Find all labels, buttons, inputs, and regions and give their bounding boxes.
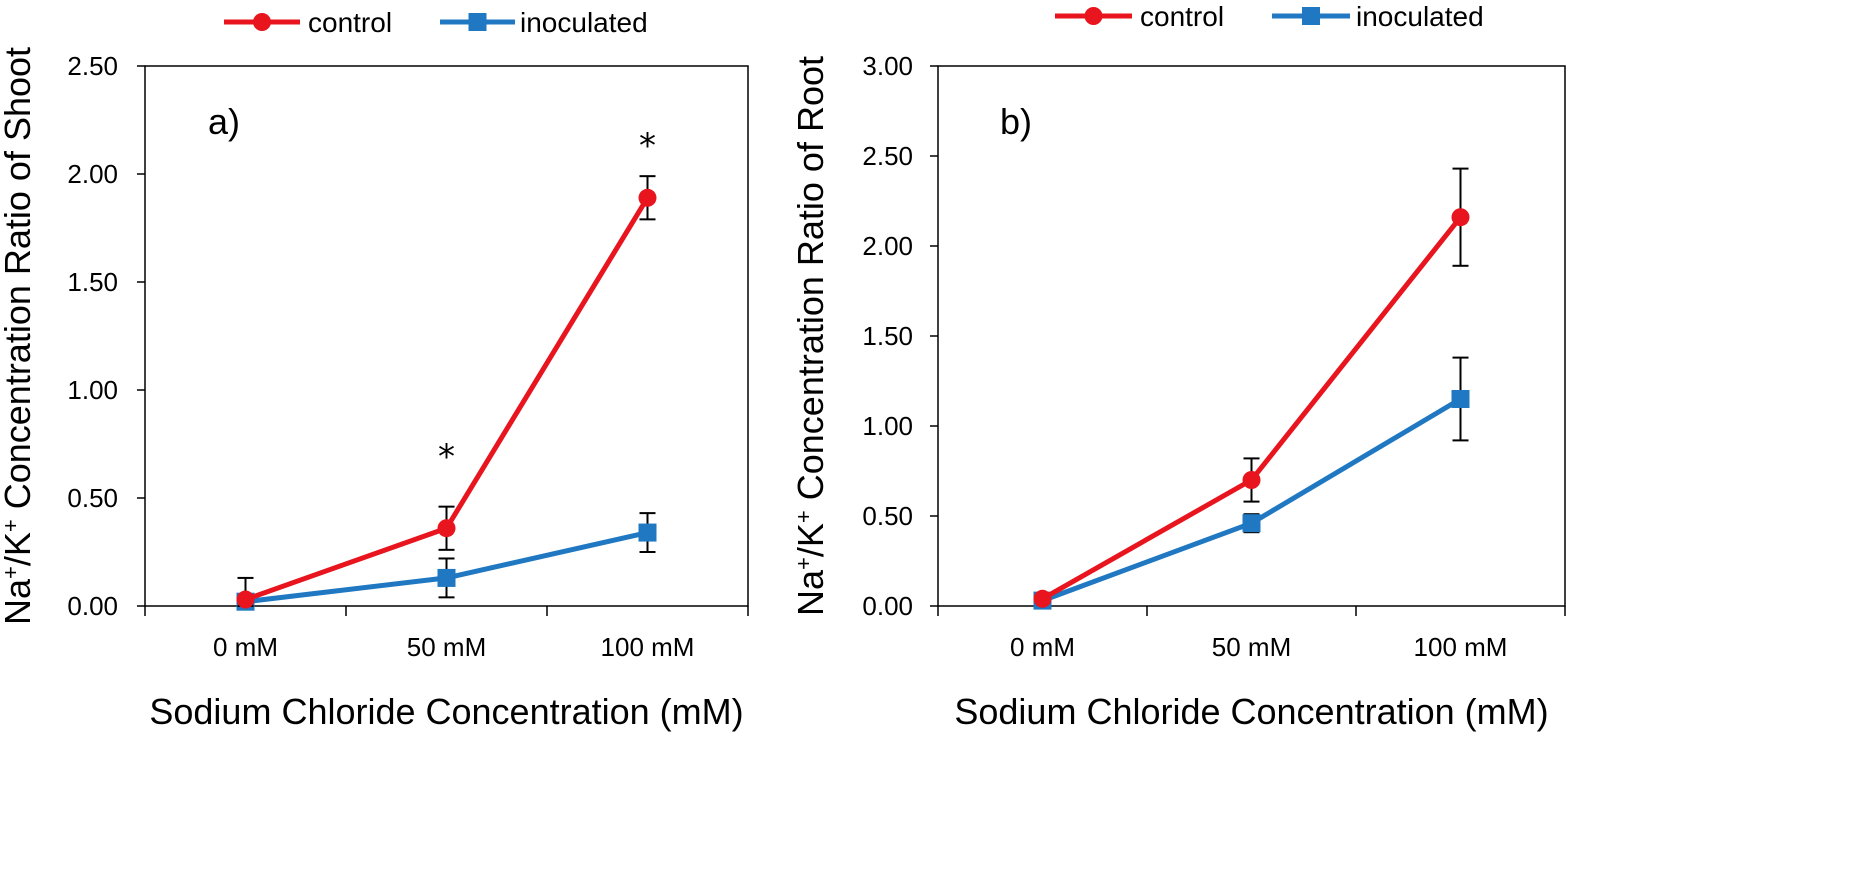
significance-marker: * xyxy=(639,126,656,166)
legend-marker-control xyxy=(1084,7,1103,25)
y-tick-label: 1.00 xyxy=(67,375,118,405)
y-tick-label: 2.50 xyxy=(862,141,913,171)
y-tick-label: 0.50 xyxy=(67,483,118,513)
y-tick-label: 0.00 xyxy=(67,591,118,621)
y-axis-title-part: /K xyxy=(790,523,831,557)
legend-label-inoculated: inoculated xyxy=(520,7,648,38)
y-axis-title-part: Concentration Ratio of Shoot xyxy=(0,47,38,519)
panel-label: b) xyxy=(1000,101,1032,142)
y-tick-label: 1.00 xyxy=(862,411,913,441)
data-point-control xyxy=(638,188,657,207)
data-point-inoculated xyxy=(638,523,657,542)
legend: control inoculated xyxy=(224,7,648,38)
legend-label-control: control xyxy=(308,7,392,38)
data-point-control xyxy=(1451,208,1470,227)
legend-label-control: control xyxy=(1140,1,1224,32)
data-point-control xyxy=(236,590,255,609)
data-point-inoculated xyxy=(1242,514,1261,533)
x-tick-label: 0 mM xyxy=(1010,632,1075,662)
y-tick-label: 3.00 xyxy=(862,51,913,81)
data-point-control xyxy=(1033,589,1052,608)
y-axis-title-part: /K xyxy=(0,532,38,566)
y-axis-title-part: Na xyxy=(0,578,38,625)
y-tick-label: 2.00 xyxy=(67,159,118,189)
x-axis-title: Sodium Chloride Concentration (mM) xyxy=(954,691,1548,732)
plot-area-frame xyxy=(144,65,749,607)
panel-label: a) xyxy=(208,101,240,142)
series-line-control xyxy=(1041,215,1463,601)
chart-panel-1: 0.00 0.50 1.00 1.50 2.00 2.50 0 mM 50 mM 100 mM S… xyxy=(0,7,749,732)
y-tick-label: 0.50 xyxy=(862,501,913,531)
y-axis-title-superscript: + xyxy=(791,510,816,523)
y-tick-label: 2.50 xyxy=(67,51,118,81)
x-tick-label: 100 mM xyxy=(601,632,695,662)
y-axis-title-superscript: + xyxy=(791,557,816,570)
x-tick-label: 100 mM xyxy=(1414,632,1508,662)
y-axis-title-superscript: + xyxy=(0,519,23,532)
series-control xyxy=(1033,167,1470,608)
y-tick-label: 1.50 xyxy=(67,267,118,297)
legend-marker-inoculated xyxy=(1302,7,1320,25)
series-control xyxy=(236,175,657,609)
y-axis-title-part: Na xyxy=(790,569,831,616)
y-axis-title-superscript: + xyxy=(0,566,23,579)
significance-marker: * xyxy=(438,437,455,477)
y-axis-title-part: Concentration Ratio of Root xyxy=(790,56,831,510)
y-tick-label: 1.50 xyxy=(862,321,913,351)
legend-marker-inoculated xyxy=(468,13,487,31)
data-point-control xyxy=(437,519,456,538)
legend-label-inoculated: inoculated xyxy=(1356,1,1484,32)
x-tick-label: 0 mM xyxy=(213,632,278,662)
data-point-inoculated xyxy=(1451,390,1470,408)
chart-panel-2: 0.00 0.50 1.00 1.50 2.00 2.50 3.00 0 mM 50 mM 100… xyxy=(790,1,1566,732)
x-axis-title: Sodium Chloride Concentration (mM) xyxy=(149,691,743,732)
y-tick-label: 2.00 xyxy=(862,231,913,261)
x-tick-label: 50 mM xyxy=(407,632,486,662)
data-point-inoculated xyxy=(437,568,456,587)
y-tick-label: 0.00 xyxy=(862,591,913,621)
legend: control inoculated xyxy=(1055,1,1484,32)
y-axis-title: Na+/K+ Concentration Ratio of Shoot xyxy=(0,47,38,625)
y-axis-title: Na+/K+ Concentration Ratio of Root xyxy=(790,56,831,616)
data-point-control xyxy=(1242,471,1261,489)
legend-marker-control xyxy=(253,13,271,31)
x-tick-label: 50 mM xyxy=(1212,632,1291,662)
